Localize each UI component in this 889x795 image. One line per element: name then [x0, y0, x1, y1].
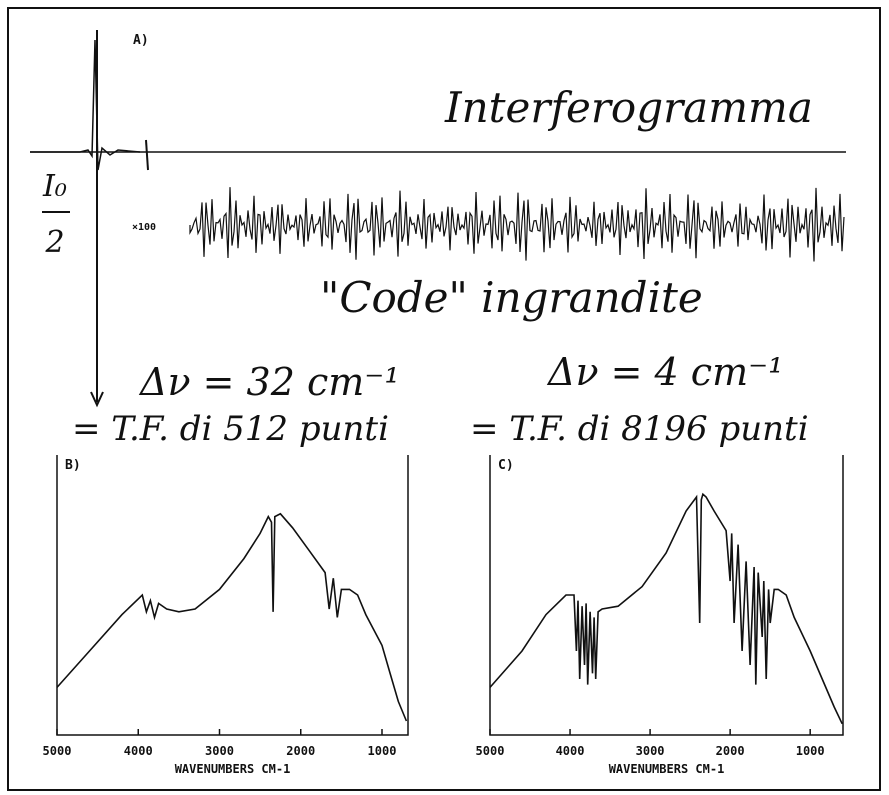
x-tick-label: 4000 [556, 744, 585, 758]
panel-label: C) [498, 458, 514, 473]
y-label-bottom: 2 [44, 225, 64, 260]
annotation: = T.F. di 8196 punti [470, 409, 809, 449]
scale-mark [145, 139, 149, 171]
y-label-top: I₀ [42, 169, 67, 204]
axis-frame [489, 455, 844, 736]
spectrum-line [56, 512, 408, 722]
interferogram-tail [189, 187, 845, 262]
interferogram-title: Interferogramma [444, 83, 813, 132]
x-axis-label: WAVENUMBERS CM-1 [175, 762, 291, 776]
axis-frame [56, 455, 409, 736]
annotation: "Code" ingrandite [320, 273, 703, 322]
spectrum-line [489, 492, 843, 725]
x-tick-label: 5000 [43, 744, 72, 758]
x-tick-label: 3000 [205, 744, 234, 758]
panel-label: A) [133, 33, 149, 48]
scale-factor: ×100 [132, 222, 156, 233]
x-axis-label: WAVENUMBERS CM-1 [609, 762, 725, 776]
x-tick-label: 1000 [368, 744, 397, 758]
annotation: = T.F. di 512 punti [72, 409, 389, 449]
panel-label: B) [65, 458, 81, 473]
x-tick-label: 2000 [286, 744, 315, 758]
annotation: Δν = 32 cm⁻¹ [138, 360, 400, 404]
annotation: Δν = 4 cm⁻¹ [546, 350, 783, 394]
x-tick-label: 4000 [124, 744, 153, 758]
x-tick-label: 3000 [636, 744, 665, 758]
border [7, 7, 881, 791]
x-tick-label: 1000 [796, 744, 825, 758]
x-tick-label: 5000 [476, 744, 505, 758]
interferogram-centerburst [30, 39, 141, 171]
x-tick-label: 2000 [716, 744, 745, 758]
axis-arrow [90, 391, 104, 408]
